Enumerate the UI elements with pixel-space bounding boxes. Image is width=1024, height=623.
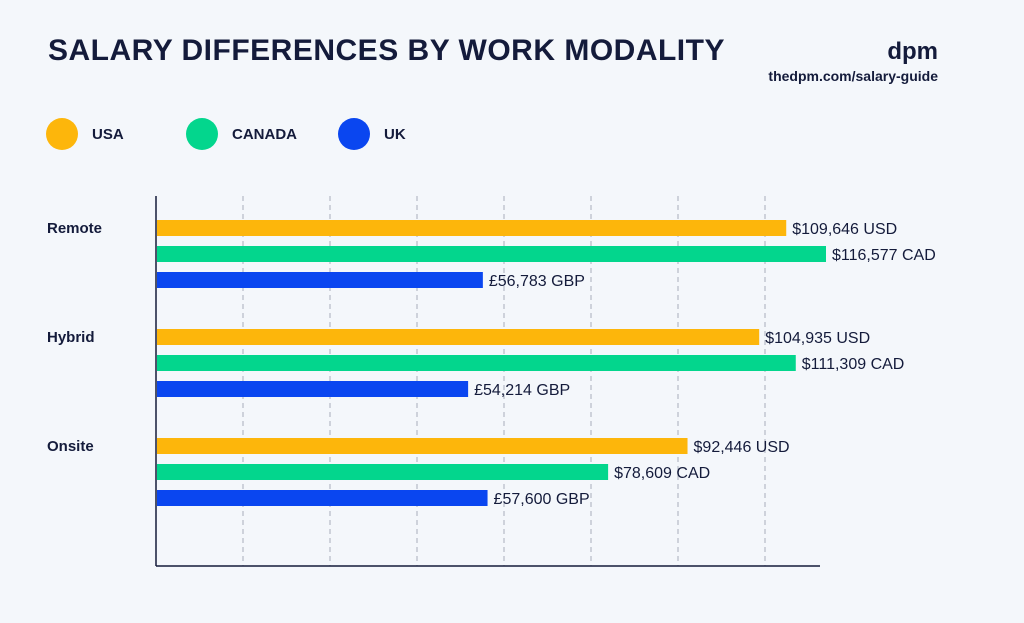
bar-canada-onsite — [157, 464, 609, 480]
legend-label-uk: UK — [384, 125, 406, 143]
value-label-uk-onsite: £57,600 GBP — [494, 491, 590, 508]
bar-uk-remote — [157, 272, 483, 288]
bar-usa-onsite — [157, 438, 688, 454]
category-label-hybrid: Hybrid — [47, 329, 95, 346]
bar-canada-hybrid — [157, 355, 796, 371]
legend-item-usa: USA — [46, 118, 124, 150]
category-label-remote: Remote — [47, 220, 102, 237]
value-label-uk-hybrid: £54,214 GBP — [474, 382, 570, 399]
value-label-usa-remote: $109,646 USD — [792, 221, 897, 238]
bar-uk-hybrid — [157, 381, 469, 397]
source-url: thedpm.com/salary-guide — [768, 68, 938, 84]
bar-usa-remote — [157, 220, 787, 236]
legend-swatch-usa — [46, 118, 78, 150]
category-label-onsite: Onsite — [47, 438, 94, 455]
value-label-uk-remote: £56,783 GBP — [489, 273, 585, 290]
value-label-canada-remote: $116,577 CAD — [832, 247, 936, 264]
legend-swatch-canada — [186, 118, 218, 150]
bar-canada-remote — [157, 246, 826, 262]
value-label-canada-onsite: $78,609 CAD — [614, 465, 710, 482]
legend-label-usa: USA — [92, 125, 124, 143]
legend-swatch-uk — [338, 118, 370, 150]
chart-title: SALARY DIFFERENCES BY WORK MODALITY — [48, 34, 725, 67]
value-label-usa-onsite: $92,446 USD — [694, 439, 790, 456]
legend-label-canada: CANADA — [232, 125, 297, 143]
legend-item-canada: CANADA — [186, 118, 297, 150]
brand-logo: dpm — [887, 38, 938, 65]
legend-item-uk: UK — [338, 118, 406, 150]
value-label-canada-hybrid: $111,309 CAD — [802, 356, 905, 373]
bar-uk-onsite — [157, 490, 488, 506]
bar-usa-hybrid — [157, 329, 760, 345]
value-label-usa-hybrid: $104,935 USD — [765, 330, 870, 347]
